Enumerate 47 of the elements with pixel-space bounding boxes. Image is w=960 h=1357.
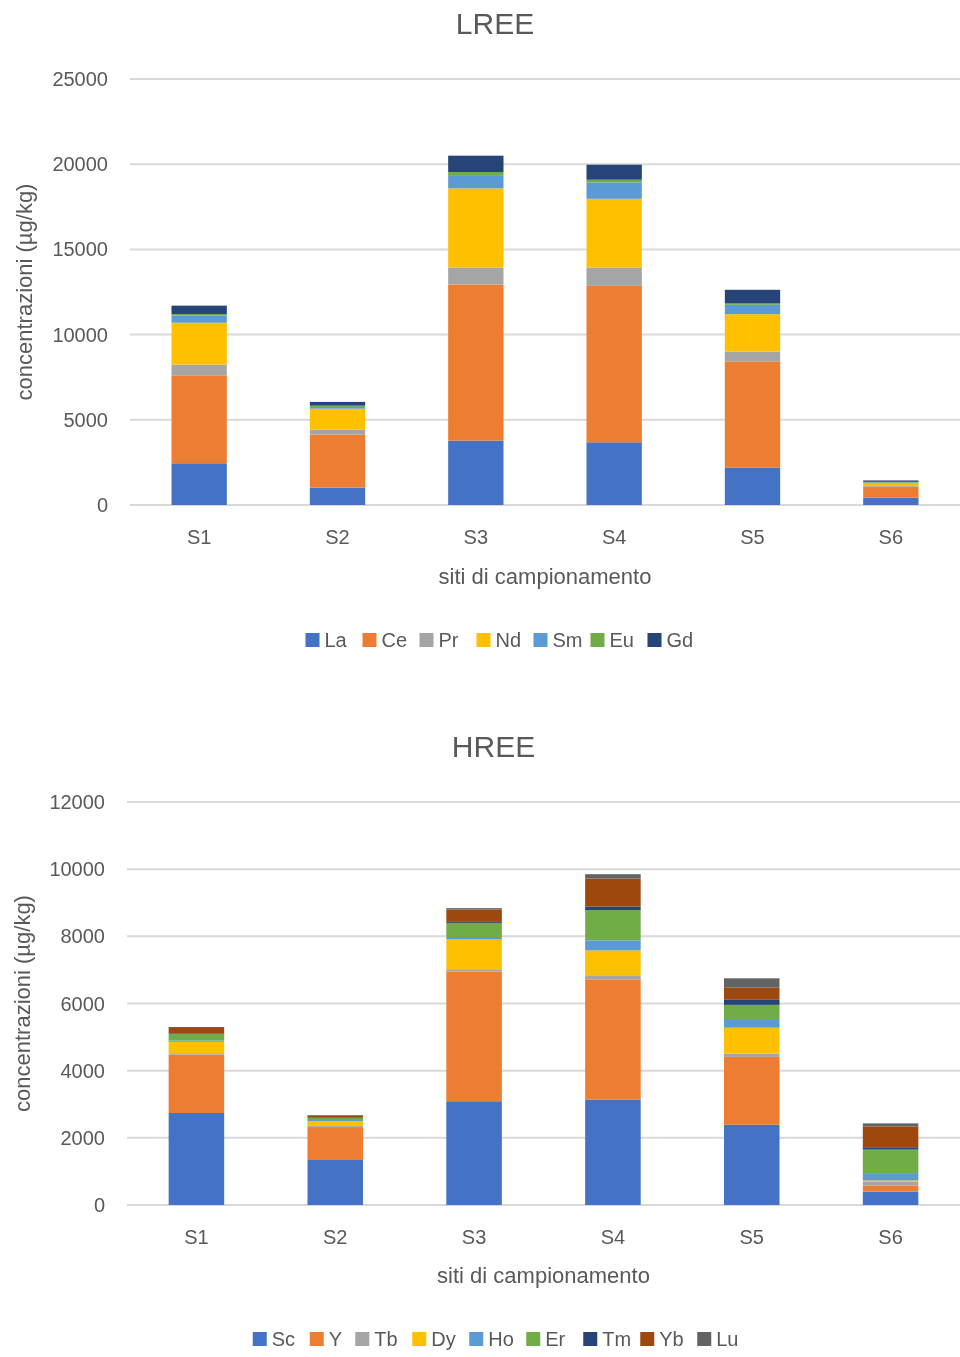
- x-tick-label: S3: [461, 1226, 487, 1248]
- y-tick-label: 0: [96, 494, 108, 516]
- x-tick-label: S2: [325, 526, 350, 548]
- y-tick-label: 12000: [49, 791, 105, 813]
- legend-label: Lu: [716, 1328, 739, 1350]
- x-tick-label: S6: [878, 526, 904, 548]
- chart-title: HREE: [451, 730, 536, 763]
- x-tick-label: S5: [740, 526, 765, 548]
- y-axis-title: concentrazioni (µg/kg): [10, 895, 35, 1112]
- legend-label: Ho: [488, 1328, 514, 1350]
- legend-label: Y: [328, 1328, 343, 1350]
- y-tick-label: 10000: [52, 323, 108, 346]
- y-tick-label: 5000: [63, 408, 108, 431]
- x-axis-title: siti di campionamento: [437, 1263, 650, 1288]
- y-tick-label: 25000: [52, 68, 108, 90]
- chart-title: LREE: [455, 7, 535, 40]
- y-tick-label: 8000: [60, 925, 105, 948]
- y-tick-label: 0: [93, 1194, 105, 1216]
- legend-label: Gd: [666, 629, 694, 651]
- x-tick-label: S6: [878, 1226, 903, 1248]
- legend-label: Tm: [602, 1328, 632, 1350]
- legend-label: Er: [545, 1328, 566, 1350]
- y-tick-label: 2000: [60, 1126, 105, 1149]
- legend-label: La: [324, 629, 348, 651]
- legend-label: Dy: [431, 1328, 456, 1350]
- x-axis-title: siti di campionamento: [438, 564, 652, 589]
- y-tick-label: 6000: [60, 992, 105, 1015]
- legend-label: Sm: [552, 629, 583, 651]
- x-tick-label: S5: [739, 1226, 764, 1248]
- x-tick-label: S1: [186, 526, 212, 548]
- legend-label: Yb: [659, 1328, 684, 1350]
- y-tick-label: 15000: [52, 238, 108, 261]
- y-tick-label: 10000: [49, 858, 105, 881]
- x-tick-label: S4: [601, 526, 627, 548]
- legend-label: Eu: [609, 629, 634, 651]
- legend-label: Pr: [438, 629, 459, 651]
- x-tick-label: S1: [184, 1226, 209, 1248]
- x-tick-label: S2: [323, 1226, 348, 1248]
- legend-label: Ce: [381, 629, 408, 651]
- legend-label: Sc: [271, 1328, 296, 1350]
- legend-label: Tb: [374, 1328, 398, 1350]
- x-tick-label: S4: [600, 1226, 626, 1248]
- y-axis-title: concentrazioni (µg/kg): [12, 183, 37, 401]
- y-tick-label: 4000: [60, 1059, 105, 1082]
- legend-label: Nd: [495, 629, 522, 651]
- y-tick-label: 20000: [52, 153, 108, 176]
- x-tick-label: S3: [463, 526, 489, 548]
